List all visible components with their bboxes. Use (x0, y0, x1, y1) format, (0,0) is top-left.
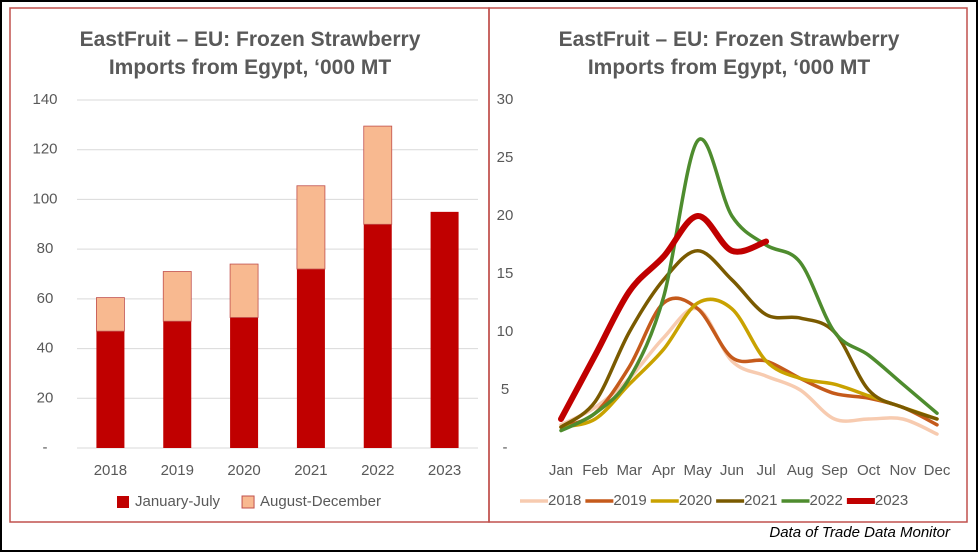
legend-label: 2019 (613, 492, 646, 509)
x-tick-label: Apr (652, 462, 675, 479)
legend-label: August-December (260, 493, 381, 510)
y-tick-label: 20 (497, 207, 514, 224)
y-tick-label: 100 (32, 190, 57, 207)
y-tick-label: 80 (37, 240, 54, 257)
legend-swatch (241, 495, 255, 509)
y-tick-label: 40 (37, 340, 54, 357)
bar (430, 211, 459, 448)
legend-label: 2020 (679, 492, 712, 509)
x-tick-label: Aug (787, 462, 814, 479)
y-tick-label: - (43, 439, 48, 456)
x-tick-label: May (684, 462, 713, 479)
line (559, 137, 939, 433)
bar (296, 185, 326, 270)
y-tick-label: 60 (37, 290, 54, 307)
bar (296, 269, 325, 448)
y-tick-label: 10 (497, 323, 514, 340)
y-tick-label: 30 (497, 91, 514, 108)
x-tick-label: 2020 (227, 462, 260, 479)
bar (96, 331, 125, 448)
x-tick-label: Nov (889, 462, 916, 479)
y-tick-label: 140 (32, 91, 57, 108)
x-tick-label: Jun (720, 462, 744, 479)
bar (363, 224, 392, 448)
line (559, 296, 939, 429)
line (559, 297, 939, 429)
x-tick-label: Dec (924, 462, 951, 479)
legend-label: 2021 (744, 492, 777, 509)
bar (229, 263, 259, 318)
bar (230, 317, 259, 448)
chart-title: EastFruit – EU: Frozen Strawberry Import… (79, 28, 421, 79)
x-tick-label: 2022 (361, 462, 394, 479)
y-tick-label: - (503, 439, 508, 456)
x-tick-label: 2019 (161, 462, 194, 479)
y-tick-label: 25 (497, 149, 514, 166)
legend-label: January-July (135, 493, 221, 510)
y-tick-label: 120 (32, 141, 57, 158)
bar (96, 297, 125, 332)
x-tick-label: 2021 (294, 462, 327, 479)
source: Data of Trade Data Monitor (769, 524, 950, 541)
panel (488, 7, 968, 523)
bar (363, 125, 393, 225)
line (558, 213, 770, 422)
legend-label: 2023 (875, 492, 908, 509)
chart-title: EastFruit – EU: Frozen Strawberry Import… (558, 28, 900, 79)
y-tick-label: 5 (501, 381, 509, 398)
legend-label: 2022 (810, 492, 843, 509)
x-tick-label: Sep (821, 462, 848, 479)
x-tick-label: Jul (756, 462, 775, 479)
x-tick-label: Mar (616, 462, 642, 479)
legend-label: 2018 (548, 492, 581, 509)
y-tick-label: 20 (37, 389, 54, 406)
x-tick-label: 2023 (428, 462, 461, 479)
bar (162, 271, 192, 322)
x-tick-label: Feb (582, 462, 608, 479)
x-tick-label: 2018 (94, 462, 127, 479)
line (559, 249, 939, 429)
legend-swatch (117, 496, 129, 508)
bar (163, 321, 192, 448)
y-tick-label: 15 (497, 265, 514, 282)
x-tick-label: Jan (549, 462, 573, 479)
x-tick-label: Oct (857, 462, 881, 479)
